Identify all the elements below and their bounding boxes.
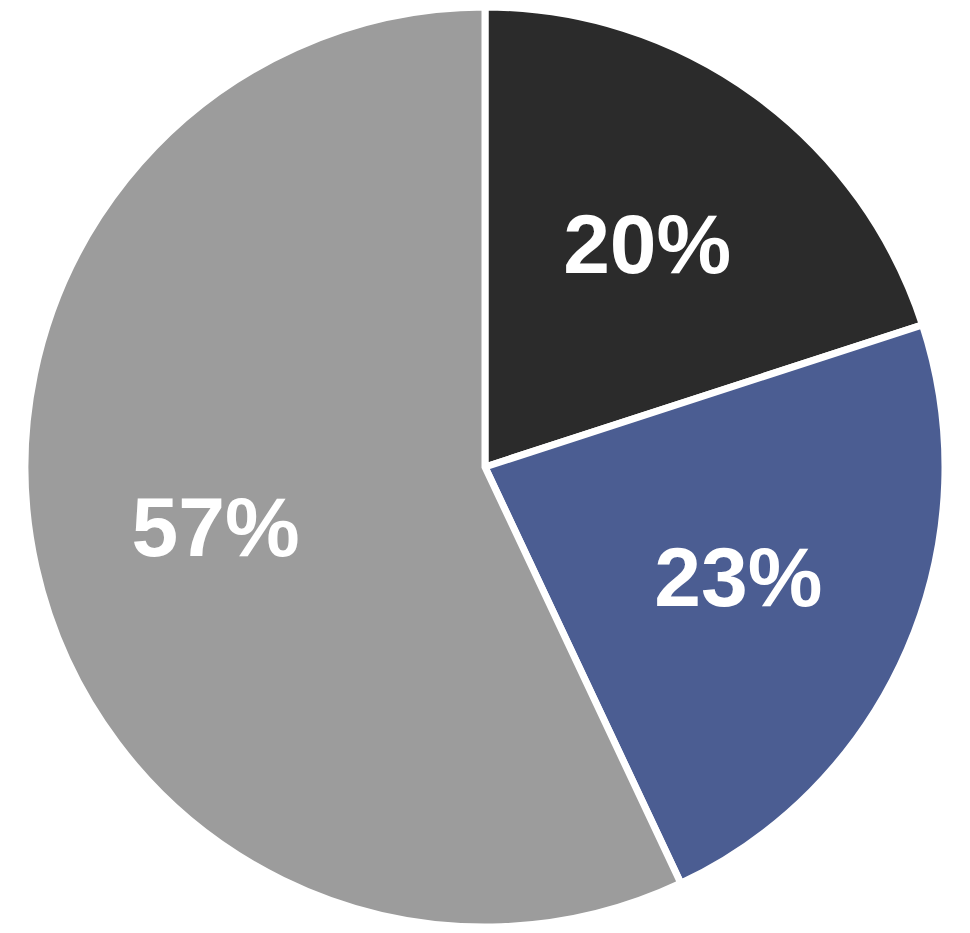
slices bbox=[25, 7, 945, 927]
data-label: 57% bbox=[132, 480, 300, 574]
pie-slice bbox=[25, 7, 681, 927]
chart-svg: 20% 23% 57% bbox=[0, 0, 970, 933]
data-label: 20% bbox=[563, 197, 731, 291]
labels: 20% 23% 57% bbox=[132, 197, 823, 624]
data-label: 23% bbox=[654, 530, 822, 624]
chart-container: 20% 23% 57% bbox=[0, 0, 970, 933]
